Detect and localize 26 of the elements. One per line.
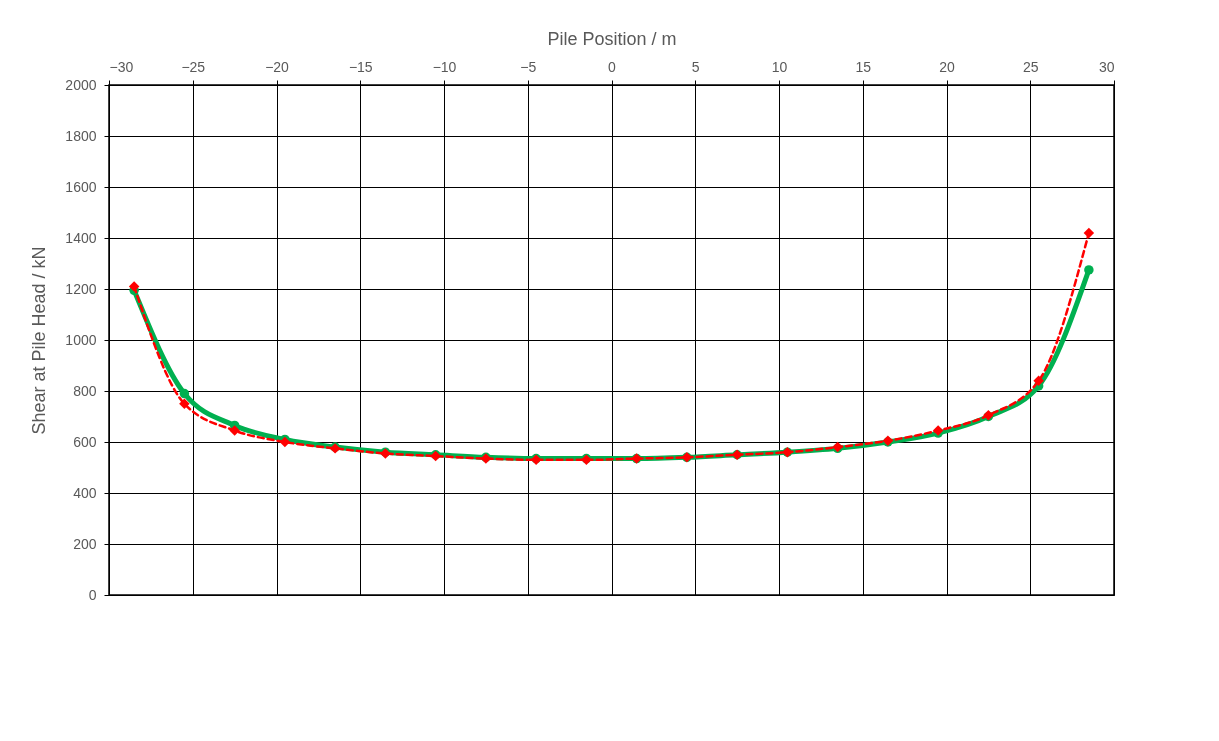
- x-tick-label: −10: [432, 58, 457, 75]
- y-tick-label: 200: [73, 535, 97, 552]
- y-tick-label: 0: [88, 586, 97, 603]
- x-tick-label: 5: [691, 58, 700, 75]
- y-tick-label: 2000: [65, 76, 97, 93]
- y-tick-label: 1800: [65, 127, 97, 144]
- y-tick-label: 600: [73, 433, 97, 450]
- x-tick-label: 20: [939, 58, 955, 75]
- x-tick-label: 0: [608, 58, 617, 75]
- y-tick-label: 800: [73, 382, 97, 399]
- x-tick-label: −5: [520, 58, 537, 75]
- y-axis-title: Shear at Pile Head / kN: [29, 246, 50, 435]
- x-tick-label: −30: [109, 58, 134, 75]
- y-tick-label: 1600: [65, 178, 97, 195]
- x-tick-label: 25: [1022, 58, 1039, 75]
- x-tick-label: −25: [181, 58, 206, 75]
- y-tick-label: 400: [73, 484, 97, 501]
- x-tick-label: 15: [855, 58, 872, 75]
- x-tick-label: 10: [771, 58, 788, 75]
- y-tick-label: 1400: [65, 229, 97, 246]
- x-tick-label: −20: [265, 58, 290, 75]
- x-tick-label: 30: [1098, 58, 1115, 75]
- y-tick-label: 1200: [65, 280, 97, 297]
- x-axis-title: Pile Position / m: [547, 28, 677, 49]
- y-tick-label: 1000: [65, 331, 97, 348]
- x-tick-label: −15: [348, 58, 373, 75]
